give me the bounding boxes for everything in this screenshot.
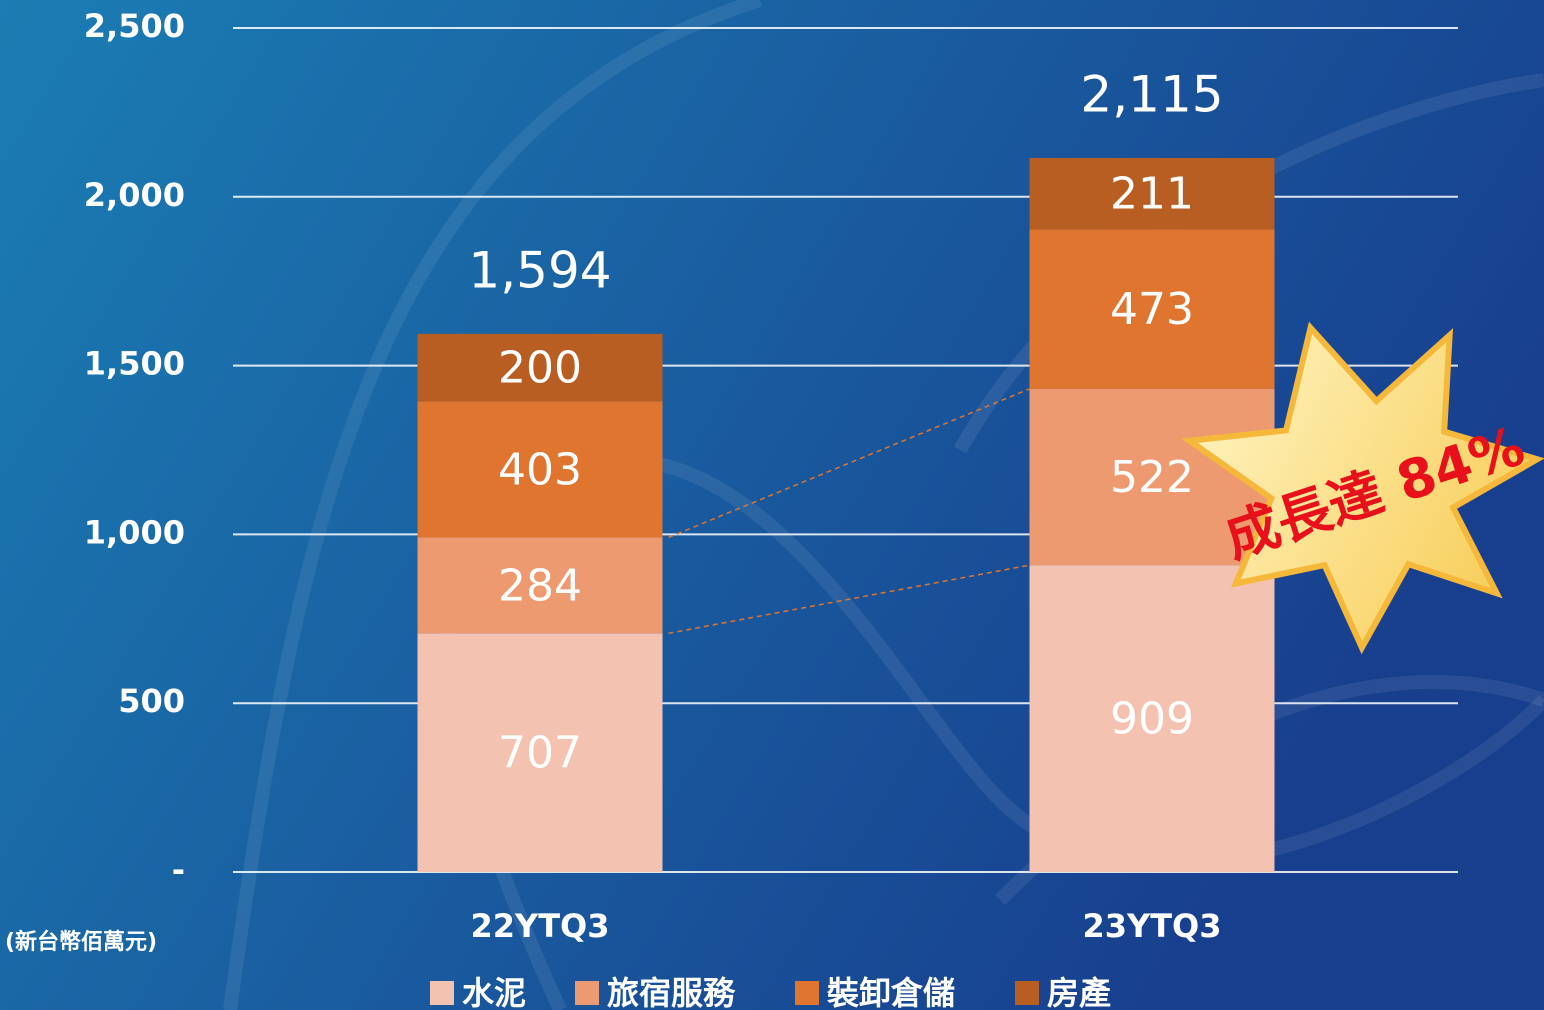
- x-tick-label: 22YTQ3: [471, 907, 610, 945]
- data-label: 707: [498, 728, 582, 779]
- total-label: 2,115: [1080, 65, 1223, 123]
- legend-swatch: [575, 981, 599, 1005]
- legend-label: 旅宿服務: [607, 974, 736, 1010]
- y-tick-label: 500: [118, 682, 185, 720]
- y-tick-label: -: [172, 851, 185, 889]
- data-label: 473: [1110, 284, 1194, 335]
- legend-swatch: [1015, 981, 1039, 1005]
- legend-swatch: [430, 981, 454, 1005]
- y-tick-label: 2,500: [84, 7, 185, 45]
- data-label: 909: [1110, 694, 1194, 745]
- legend-label: 房產: [1047, 974, 1111, 1010]
- x-tick-label: 23YTQ3: [1083, 907, 1222, 945]
- y-tick-label: 1,500: [84, 345, 185, 383]
- y-tick-label: 2,000: [84, 176, 185, 214]
- chart: - 500 1,000 1,500 2,000 2,500 707 284 403 200 1,59…: [0, 0, 1544, 1010]
- unit-label: (新台幣佰萬元): [5, 929, 157, 955]
- data-label: 211: [1110, 169, 1194, 220]
- data-label: 200: [498, 343, 582, 394]
- data-label: 284: [498, 560, 582, 611]
- legend-swatch: [795, 981, 819, 1005]
- total-label: 1,594: [468, 241, 611, 299]
- legend-label: 裝卸倉儲: [826, 974, 955, 1010]
- legend-label: 水泥: [462, 974, 526, 1010]
- data-label: 403: [498, 444, 582, 495]
- data-label: 522: [1110, 452, 1194, 503]
- y-tick-label: 1,000: [84, 513, 185, 551]
